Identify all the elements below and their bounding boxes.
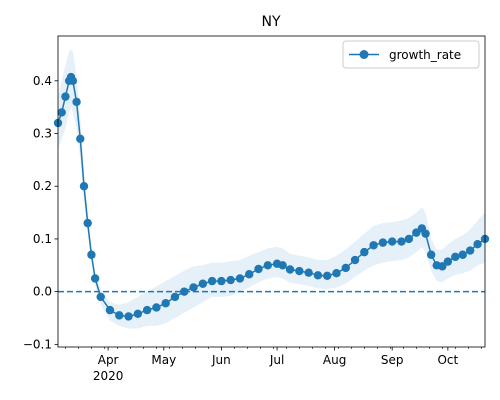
x-tick-label: Apr xyxy=(98,353,119,367)
data-point xyxy=(263,261,272,270)
data-point xyxy=(170,292,180,302)
data-point xyxy=(285,265,295,274)
growth-rate-markers xyxy=(53,72,490,321)
data-point xyxy=(387,237,397,246)
data-point xyxy=(189,283,198,292)
axes-frame xyxy=(57,35,486,348)
x-tick-label: Sep xyxy=(381,353,404,367)
data-point xyxy=(83,218,92,228)
legend-label-growth-rate: growth_rate xyxy=(389,48,461,62)
data-point xyxy=(152,303,161,312)
y-tick-label: 0.0 xyxy=(33,285,52,299)
data-point xyxy=(458,250,467,259)
y-tick-label: 0.2 xyxy=(33,179,52,193)
y-axis: −0.1 0.0 0.1 0.2 0.3 0.4 xyxy=(23,74,58,351)
data-point xyxy=(350,255,360,265)
data-point xyxy=(254,264,263,274)
x-tick-label: Oct xyxy=(437,353,458,367)
data-point xyxy=(295,266,304,276)
y-tick-label: −0.1 xyxy=(23,337,52,351)
data-point xyxy=(278,261,287,270)
legend-box xyxy=(342,40,480,69)
data-point xyxy=(105,305,115,315)
data-point xyxy=(397,237,406,246)
data-point xyxy=(235,274,245,283)
data-point xyxy=(304,268,313,277)
data-point xyxy=(421,229,430,238)
data-point xyxy=(96,292,105,302)
data-point xyxy=(313,271,323,280)
data-point xyxy=(426,250,436,259)
x-tick-label: May xyxy=(151,353,176,367)
data-point xyxy=(142,305,152,315)
data-point xyxy=(68,76,78,86)
data-point xyxy=(217,276,226,286)
confidence-band xyxy=(58,49,485,329)
data-point xyxy=(451,252,460,262)
data-point xyxy=(332,269,341,278)
data-point xyxy=(404,234,414,244)
x-tick-label: Jun xyxy=(211,353,231,367)
data-point xyxy=(465,246,475,255)
data-point xyxy=(473,240,482,249)
x-axis: Apr 2020 May Jun Jul Aug Sep Oct xyxy=(65,347,482,383)
data-point xyxy=(438,262,447,271)
y-tick-label: 0.4 xyxy=(33,74,52,88)
data-point xyxy=(124,312,133,321)
data-point xyxy=(76,134,85,143)
data-point xyxy=(180,287,189,296)
data-point xyxy=(57,108,66,117)
x-tick-year-label: 2020 xyxy=(93,369,124,383)
legend: growth_rate xyxy=(342,40,480,69)
chart-title: NY xyxy=(261,14,280,30)
y-tick-label: 0.1 xyxy=(33,232,52,246)
x-tick-label: Jul xyxy=(269,353,284,367)
data-point xyxy=(323,271,332,281)
data-point xyxy=(207,276,217,286)
data-point xyxy=(226,275,235,285)
data-point xyxy=(161,299,170,308)
data-point xyxy=(245,270,254,279)
data-point xyxy=(378,238,388,247)
y-tick-label: 0.3 xyxy=(33,127,52,141)
plot-area xyxy=(53,49,490,329)
data-point xyxy=(369,241,378,250)
data-point xyxy=(72,97,81,107)
data-point xyxy=(87,250,96,259)
data-point xyxy=(443,257,453,266)
data-point xyxy=(341,263,350,273)
legend-marker-swatch xyxy=(359,50,369,59)
data-point xyxy=(133,309,143,318)
data-point xyxy=(61,92,70,101)
data-point xyxy=(360,247,369,257)
data-point xyxy=(90,274,100,283)
x-tick-label: Aug xyxy=(323,353,346,367)
data-point xyxy=(115,311,124,320)
data-point xyxy=(79,182,89,191)
data-point xyxy=(198,279,208,288)
